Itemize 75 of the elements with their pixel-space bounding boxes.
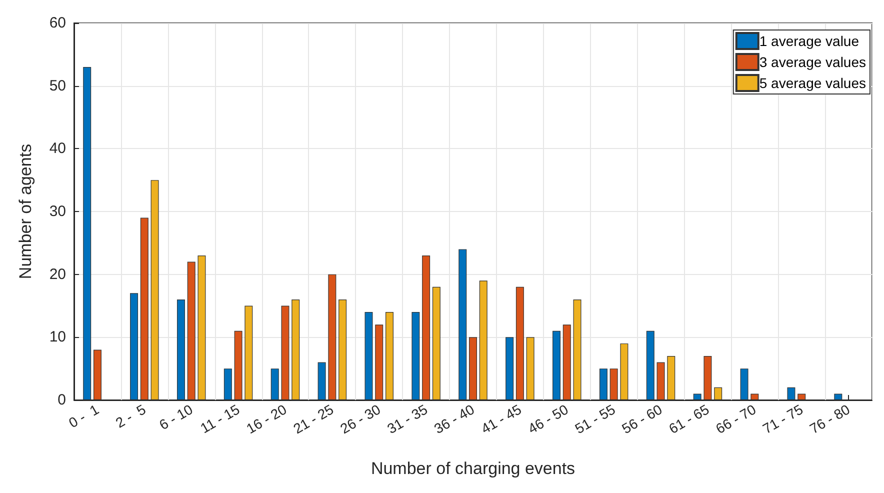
y-tick-label: 10 [49, 328, 66, 346]
x-tick-label: 0 - 1 [66, 400, 102, 431]
x-tick-label: 76 - 80 [806, 400, 853, 437]
bar [704, 356, 712, 400]
bar [318, 362, 326, 400]
bar [562, 324, 571, 400]
bar [646, 330, 654, 400]
bar [714, 387, 722, 400]
bar [234, 330, 242, 400]
x-tick-label: 66 - 70 [712, 400, 759, 437]
bar [479, 280, 488, 400]
bar [834, 394, 842, 400]
bar [552, 330, 560, 400]
bar [798, 394, 806, 400]
bar [292, 299, 300, 400]
bar [130, 293, 138, 400]
bar [93, 350, 102, 400]
bar [422, 255, 430, 400]
x-tick-label: 26 - 30 [337, 400, 384, 437]
bar [83, 66, 92, 400]
legend-label: 5 average values [759, 75, 866, 91]
bar [516, 286, 524, 400]
bar [740, 368, 748, 400]
y-tick-label: 20 [49, 266, 66, 283]
x-tick-label: 2 - 5 [112, 400, 149, 431]
y-axis-title: Number of agents [16, 144, 35, 280]
bar [328, 274, 336, 400]
x-tick-label: 36 - 40 [431, 400, 478, 437]
bar [224, 368, 232, 400]
x-tick-label: 46 - 50 [525, 400, 572, 437]
bar [140, 218, 148, 400]
bar [412, 312, 420, 400]
legend-label: 3 average values [759, 54, 866, 70]
x-axis-title: Number of charging events [370, 459, 576, 478]
bar [176, 299, 185, 400]
x-tick-label: 31 - 35 [384, 400, 430, 437]
bar [375, 324, 384, 400]
bar [432, 286, 440, 400]
bar [573, 299, 582, 400]
x-tick-label: 6 - 10 [156, 400, 196, 433]
x-tick-label: 21 - 25 [290, 400, 336, 437]
bar [787, 387, 796, 400]
bar [693, 394, 702, 400]
y-tick-label: 40 [49, 140, 66, 158]
bar [364, 312, 373, 400]
x-tick-label: 61 - 65 [666, 400, 712, 437]
y-tick-label: 50 [49, 77, 66, 94]
x-tick-label: 16 - 20 [244, 400, 290, 437]
y-tick-label: 30 [49, 203, 66, 220]
bar [750, 394, 759, 400]
bar [667, 356, 676, 400]
bar [656, 362, 665, 400]
bar [469, 337, 477, 400]
bar [281, 306, 290, 400]
y-tick-label: 60 [49, 14, 66, 32]
bar [244, 306, 253, 400]
bar [610, 368, 618, 400]
x-tick-label: 41 - 45 [478, 400, 524, 437]
bar [150, 180, 159, 400]
x-tick-label: 11 - 15 [197, 400, 242, 436]
bar [386, 312, 394, 400]
bar [620, 343, 628, 400]
bar [338, 299, 347, 400]
x-tick-label: 56 - 60 [619, 400, 665, 437]
y-tick-label: 0 [58, 392, 66, 408]
bar [526, 337, 534, 400]
bar [506, 337, 514, 400]
legend-label: 1 average value [759, 33, 860, 49]
bar [198, 255, 206, 400]
bar [270, 368, 279, 400]
x-tick-label: 51 - 55 [572, 400, 618, 437]
bar [458, 249, 467, 400]
x-tick-label: 71 - 75 [760, 400, 806, 437]
bar [187, 262, 196, 400]
bar [599, 368, 608, 400]
